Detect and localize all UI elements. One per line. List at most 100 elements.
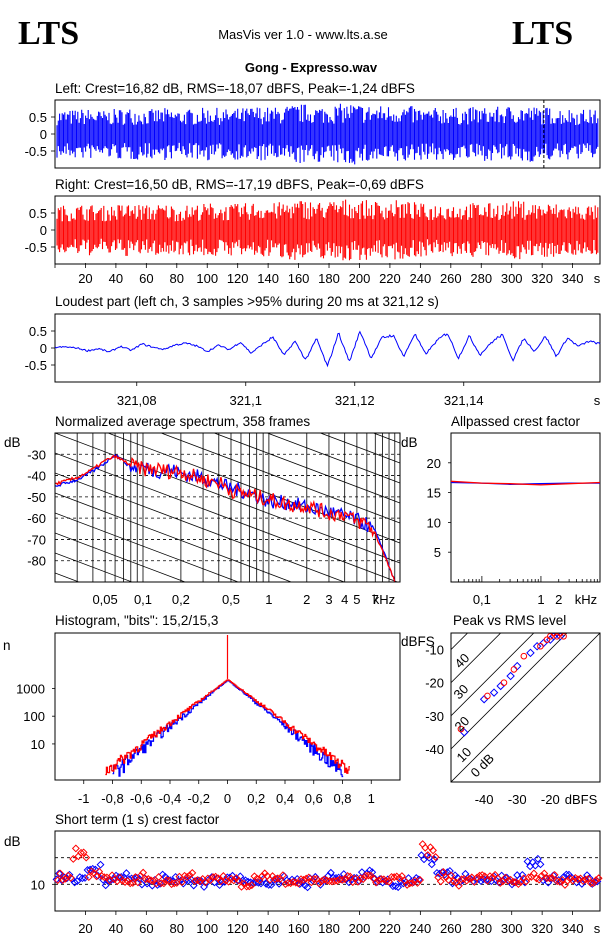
short-crest-point-right — [550, 870, 559, 879]
right-waveform-ytick: 0 — [40, 223, 47, 238]
short-crest-point-right — [395, 874, 404, 883]
spectrum-slope-line — [266, 433, 400, 484]
spectrum-slope-line — [55, 492, 293, 582]
short-crest-xtick: 240 — [410, 921, 432, 936]
loudest-xunit: s — [594, 393, 601, 408]
short-crest-point-right — [278, 871, 287, 880]
right-waveform-series-right — [56, 199, 599, 261]
short-crest-point-right — [454, 881, 463, 890]
short-crest-point-right — [216, 877, 225, 886]
short-crest-xtick: 340 — [562, 921, 584, 936]
peak-rms-ytick: -30 — [425, 709, 444, 724]
short-crest-xtick: 280 — [470, 921, 492, 936]
spectrum-ylabel: dB — [4, 435, 21, 450]
short-crest-point-right — [139, 868, 148, 877]
short-crest-point-right — [555, 877, 564, 886]
spectrum-frame — [54, 432, 401, 583]
short-crest-point-right — [423, 851, 432, 860]
spectrum-xtick: 0,2 — [172, 592, 190, 607]
short-crest-point-right — [315, 879, 324, 888]
time-axis-xtick: 320 — [531, 271, 553, 286]
short-crest-point-right — [366, 871, 375, 880]
short-crest-point-right — [408, 878, 417, 887]
short-crest-xtick: 220 — [379, 921, 401, 936]
time-axis-xtick: 20 — [78, 271, 92, 286]
short-crest-point-right — [159, 879, 168, 888]
peak-rms-xtick: -20 — [541, 792, 560, 807]
short-crest-point-right — [229, 876, 238, 885]
left-waveform-series-left — [56, 103, 599, 165]
time-axis-xtick: 120 — [227, 271, 249, 286]
allpass-frame — [450, 432, 601, 583]
short-crest-point-right — [178, 878, 186, 887]
left-waveform-ytick: 0 — [40, 127, 47, 142]
short-crest-point-right — [372, 878, 381, 887]
allpass-xunit: kHz — [575, 592, 597, 607]
peak-rms-point-left — [460, 728, 469, 737]
time-axis-xtick: 160 — [288, 271, 310, 286]
spectrum-slope-line — [55, 512, 240, 582]
spectrum-slope-line — [55, 452, 399, 582]
short-crest-point-right — [64, 871, 73, 880]
short-crest-point-right — [589, 879, 598, 888]
histogram-xtick: 0,4 — [276, 791, 294, 806]
short-crest-point-right — [594, 874, 603, 883]
peak-rms-ylabel: dBFS — [401, 634, 435, 649]
short-crest-point-right — [183, 872, 192, 881]
short-crest-point-right — [514, 880, 523, 889]
short-crest-point-right — [379, 875, 388, 884]
time-axis-xtick: 300 — [501, 271, 523, 286]
peak-rms-point-right — [543, 636, 551, 643]
short-crest-point-right — [250, 872, 259, 881]
histogram-ylabel: n — [3, 638, 11, 653]
time-axis-xtick: 220 — [379, 271, 401, 286]
right-waveform-ytick: 0.5 — [29, 206, 47, 221]
spectrum-slope-line — [160, 433, 400, 524]
short-crest-point-left — [523, 857, 532, 866]
peak-rms-point-right — [520, 652, 528, 660]
short-crest-point-right — [56, 869, 65, 878]
short-crest-point-right — [465, 874, 474, 883]
peak-rms-point-left — [556, 633, 565, 641]
spectrum-ytick: -30 — [27, 447, 46, 462]
allpass-ytick: 15 — [427, 486, 441, 501]
spectrum-xtick: 7 — [372, 592, 379, 607]
short-crest-xtick: 200 — [349, 921, 371, 936]
short-crest-point-right — [152, 879, 161, 888]
short-crest-xtick: 160 — [288, 921, 310, 936]
spectrum-title: Normalized average spectrum, 358 frames — [55, 414, 310, 429]
short-crest-point-right — [214, 874, 223, 883]
app-title: MasVis ver 1.0 - www.lts.a.se — [218, 27, 388, 42]
spectrum-slope-line — [213, 433, 400, 504]
spectrum-slope-line — [55, 552, 134, 582]
short-crest-xtick: 140 — [257, 921, 279, 936]
short-crest-point-left — [122, 869, 131, 878]
short-crest-point-left — [438, 868, 447, 877]
time-axis-xtick: 60 — [139, 271, 153, 286]
peak-rms-point-left — [489, 688, 499, 697]
histogram-xtick: 0,6 — [305, 791, 323, 806]
allpass-series-right — [450, 480, 601, 486]
allpass-ytick: 10 — [427, 515, 441, 530]
short-crest-point-right — [227, 874, 236, 883]
short-crest-point-left — [303, 883, 312, 892]
spectrum-ytick: -60 — [27, 511, 46, 526]
time-axis-xtick: 100 — [196, 271, 218, 286]
short-crest-xtick: 20 — [78, 921, 92, 936]
time-axis-xtick: 180 — [318, 271, 340, 286]
peak-rms-point-left — [512, 661, 522, 671]
peak-rms-point-right — [457, 725, 465, 733]
peak-rms-point-right — [547, 633, 554, 640]
short-crest-point-left — [427, 860, 436, 869]
time-axis-xtick: 340 — [562, 271, 584, 286]
short-crest-point-left — [536, 860, 545, 869]
short-crest-point-right — [447, 871, 456, 880]
short-crest-point-left — [404, 874, 413, 883]
short-crest-ytick: 10 — [31, 877, 45, 892]
short-crest-point-right — [53, 876, 62, 885]
peak-rms-point-left — [532, 642, 542, 651]
short-crest-frame — [54, 830, 601, 912]
peak-rms-point-left — [496, 681, 505, 691]
loudest-xtick: 321,08 — [117, 393, 157, 408]
short-crest-point-right — [566, 874, 575, 883]
